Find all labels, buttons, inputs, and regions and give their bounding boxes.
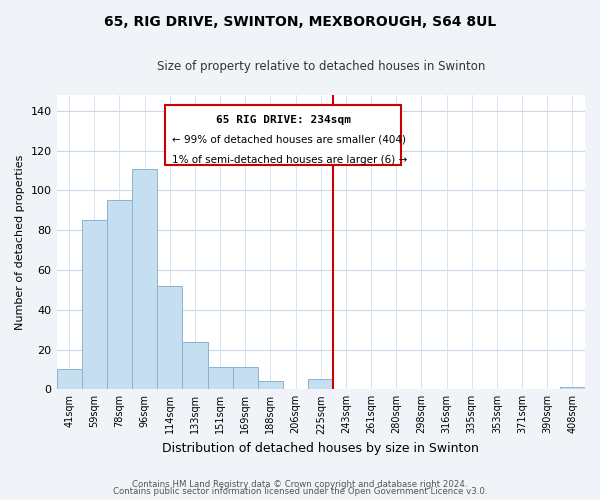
Text: 1% of semi-detached houses are larger (6) →: 1% of semi-detached houses are larger (6…	[172, 154, 407, 164]
Bar	[308, 380, 334, 390]
X-axis label: Distribution of detached houses by size in Swinton: Distribution of detached houses by size …	[163, 442, 479, 455]
Text: 65, RIG DRIVE, SWINTON, MEXBOROUGH, S64 8UL: 65, RIG DRIVE, SWINTON, MEXBOROUGH, S64 …	[104, 15, 496, 29]
Y-axis label: Number of detached properties: Number of detached properties	[15, 154, 25, 330]
Bar	[132, 168, 157, 390]
Bar	[258, 382, 283, 390]
Bar	[157, 286, 182, 390]
Bar	[233, 368, 258, 390]
Bar	[56, 370, 82, 390]
Bar	[107, 200, 132, 390]
Bar	[208, 368, 233, 390]
Title: Size of property relative to detached houses in Swinton: Size of property relative to detached ho…	[157, 60, 485, 73]
Text: ← 99% of detached houses are smaller (404): ← 99% of detached houses are smaller (40…	[172, 135, 406, 145]
Bar	[182, 342, 208, 390]
FancyBboxPatch shape	[165, 105, 401, 164]
Text: Contains public sector information licensed under the Open Government Licence v3: Contains public sector information licen…	[113, 487, 487, 496]
Text: 65 RIG DRIVE: 234sqm: 65 RIG DRIVE: 234sqm	[215, 115, 350, 125]
Bar	[82, 220, 107, 390]
Bar	[560, 388, 585, 390]
Text: Contains HM Land Registry data © Crown copyright and database right 2024.: Contains HM Land Registry data © Crown c…	[132, 480, 468, 489]
